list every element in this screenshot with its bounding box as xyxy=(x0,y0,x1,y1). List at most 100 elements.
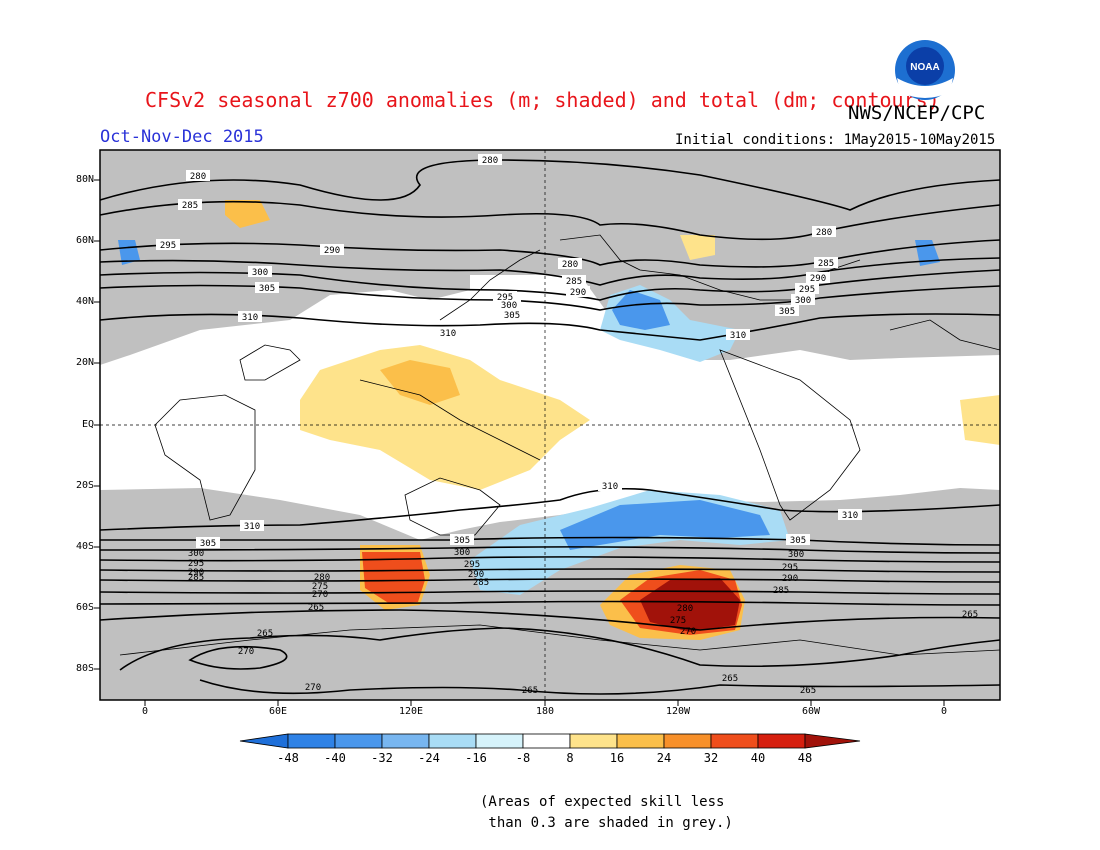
lon-label-120w: 120W xyxy=(665,706,691,717)
svg-text:310: 310 xyxy=(602,482,618,492)
lon-label-0: 0 xyxy=(141,706,149,717)
colorbar-label: -16 xyxy=(465,751,487,765)
colorbar-cell-9 xyxy=(663,733,712,749)
noaa-logo-icon: NOAA xyxy=(895,40,955,100)
svg-text:305: 305 xyxy=(504,311,520,321)
grid-lines xyxy=(100,150,1000,700)
svg-text:305: 305 xyxy=(259,284,275,294)
lon-label-180: 180 xyxy=(535,706,555,717)
colorbar xyxy=(239,733,861,749)
skill-note: (Areas of expected skill less than 0.3 a… xyxy=(480,794,733,831)
colorbar-cell-7 xyxy=(569,733,618,749)
colorbar-cell-8 xyxy=(616,733,665,749)
colorbar-label: 40 xyxy=(750,751,766,765)
svg-text:265: 265 xyxy=(722,674,738,684)
agency-label: NWS/NCEP/CPC xyxy=(848,102,986,124)
svg-text:280: 280 xyxy=(562,260,578,270)
colorbar-cell-11 xyxy=(757,733,806,749)
svg-text:310: 310 xyxy=(730,331,746,341)
svg-text:270: 270 xyxy=(238,647,254,657)
svg-text:280: 280 xyxy=(677,604,693,614)
colorbar-cell-5 xyxy=(475,733,524,749)
colorbar-label: -48 xyxy=(277,751,299,765)
colorbar-cell-10 xyxy=(710,733,759,749)
colorbar-cell-0 xyxy=(239,733,289,749)
svg-text:285: 285 xyxy=(566,277,582,287)
colorbar-label: -24 xyxy=(418,751,440,765)
lat-label-60s: 60S xyxy=(75,602,94,613)
svg-text:305: 305 xyxy=(790,536,806,546)
colorbar-label: -40 xyxy=(324,751,346,765)
colorbar-label: 24 xyxy=(656,751,672,765)
svg-text:295: 295 xyxy=(497,293,513,303)
lat-label-60n: 60N xyxy=(75,235,94,246)
svg-text:265: 265 xyxy=(308,603,324,613)
lat-label-80n: 80N xyxy=(75,174,94,185)
colorbar-label: 16 xyxy=(609,751,625,765)
svg-text:310: 310 xyxy=(242,313,258,323)
svg-text:280: 280 xyxy=(816,228,832,238)
svg-text:290: 290 xyxy=(188,568,204,578)
svg-text:295: 295 xyxy=(464,560,480,570)
svg-text:285: 285 xyxy=(818,259,834,269)
svg-text:265: 265 xyxy=(257,629,273,639)
svg-text:280: 280 xyxy=(482,156,498,166)
svg-text:290: 290 xyxy=(468,570,484,580)
svg-text:290: 290 xyxy=(810,274,826,284)
height-contours xyxy=(99,159,1001,695)
svg-text:270: 270 xyxy=(312,590,328,600)
colorbar-label: 32 xyxy=(703,751,719,765)
lat-label-40s: 40S xyxy=(75,541,94,552)
svg-text:265: 265 xyxy=(962,610,978,620)
colorbar-cell-6 xyxy=(522,733,571,749)
svg-text:295: 295 xyxy=(188,559,204,569)
svg-text:270: 270 xyxy=(305,683,321,693)
lat-label-eq: EQ xyxy=(81,419,94,430)
lon-label-60e: 60E xyxy=(268,706,288,717)
lat-label-40n: 40N xyxy=(75,296,94,307)
svg-text:290: 290 xyxy=(570,288,586,298)
svg-text:265: 265 xyxy=(522,686,538,696)
lon-label-60w: 60W xyxy=(801,706,821,717)
colorbar-label: -32 xyxy=(371,751,393,765)
svg-text:300: 300 xyxy=(788,550,804,560)
svg-text:290: 290 xyxy=(324,246,340,256)
svg-text:295: 295 xyxy=(782,563,798,573)
colorbar-label: -8 xyxy=(515,751,531,765)
svg-text:305: 305 xyxy=(779,307,795,317)
initial-conditions: Initial conditions: 1May2015-10May2015 xyxy=(675,132,996,148)
lat-label-80s: 80S xyxy=(75,663,94,674)
lon-label-120e: 120E xyxy=(398,706,424,717)
colorbar-cell-2 xyxy=(334,733,383,749)
map-title: CFSv2 seasonal z700 anomalies (m; shaded… xyxy=(145,88,940,112)
svg-text:290: 290 xyxy=(782,574,798,584)
svg-text:300: 300 xyxy=(252,268,268,278)
colorbar-label: 48 xyxy=(797,751,813,765)
forecast-period: Oct-Nov-Dec 2015 xyxy=(100,127,264,147)
colorbar-cell-4 xyxy=(428,733,477,749)
svg-text:275: 275 xyxy=(312,582,328,592)
lat-label-20s: 20S xyxy=(75,480,94,491)
svg-text:300: 300 xyxy=(188,549,204,559)
svg-text:275: 275 xyxy=(670,616,686,626)
svg-text:285: 285 xyxy=(188,573,204,583)
svg-text:285: 285 xyxy=(182,201,198,211)
svg-text:295: 295 xyxy=(799,285,815,295)
svg-text:295: 295 xyxy=(160,241,176,251)
svg-text:310: 310 xyxy=(440,329,456,339)
svg-text:265: 265 xyxy=(800,686,816,696)
colorbar-cell-1 xyxy=(287,733,336,749)
positive-anomaly-shading xyxy=(225,200,1000,640)
svg-text:270: 270 xyxy=(680,627,696,637)
svg-text:305: 305 xyxy=(454,536,470,546)
lat-label-20n: 20N xyxy=(75,357,94,368)
colorbar-cell-3 xyxy=(381,733,430,749)
colorbar-cell-12 xyxy=(804,733,861,749)
svg-text:285: 285 xyxy=(773,586,789,596)
svg-text:300: 300 xyxy=(795,296,811,306)
svg-text:310: 310 xyxy=(244,522,260,532)
svg-text:300: 300 xyxy=(454,548,470,558)
lon-label-0-east: 0 xyxy=(940,706,948,717)
